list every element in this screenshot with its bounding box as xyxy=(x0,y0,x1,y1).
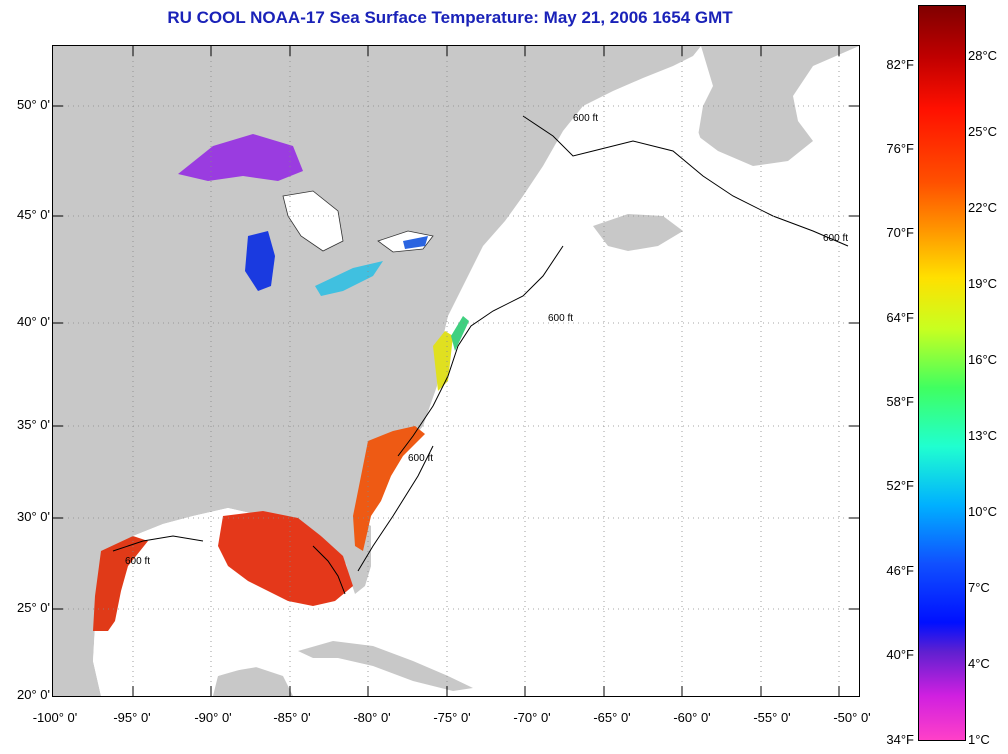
colorbar-f-label: 58°F xyxy=(886,394,914,409)
western-gulf-sst xyxy=(93,536,148,631)
colorbar-f-label: 82°F xyxy=(886,57,914,72)
colorbar-f-label: 40°F xyxy=(886,647,914,662)
lon-label: -55° 0' xyxy=(753,710,791,725)
lon-label: -80° 0' xyxy=(353,710,391,725)
colorbar-f-label: 46°F xyxy=(886,563,914,578)
colorbar-c-label: 10°C xyxy=(968,504,998,519)
land-north-america xyxy=(53,46,701,696)
lon-label: -100° 0' xyxy=(32,710,78,725)
nj-coast-sst xyxy=(451,316,469,351)
map-title: RU COOL NOAA-17 Sea Surface Temperature:… xyxy=(167,8,733,27)
colorbar-c-label: 16°C xyxy=(968,352,998,367)
lon-label: -60° 0' xyxy=(673,710,711,725)
lat-label: 40° 0' xyxy=(17,314,50,329)
shelf-contour xyxy=(112,115,849,595)
lat-label: 50° 0' xyxy=(17,97,50,112)
lake-huron xyxy=(282,190,344,252)
contour-label: 600 ft xyxy=(573,113,598,124)
contour-label: 600 ft xyxy=(408,453,433,464)
map-ticks xyxy=(53,46,859,696)
lon-label: -75° 0' xyxy=(433,710,471,725)
contour-label: 600 ft xyxy=(125,556,150,567)
sst-map: 600 ft 600 ft 600 ft 600 ft 600 ft xyxy=(52,45,860,697)
colorbar-c-label: 22°C xyxy=(968,200,998,215)
contour-label: 600 ft xyxy=(823,233,848,244)
colorbar-gradient xyxy=(919,6,965,740)
colorbar-c-label: 1°C xyxy=(968,732,990,747)
lat-label: 30° 0' xyxy=(17,509,50,524)
colorbar-c-label: 13°C xyxy=(968,428,998,443)
land-cuba xyxy=(298,641,473,691)
lake-erie xyxy=(315,261,383,296)
colorbar-f-label: 64°F xyxy=(886,310,914,325)
lat-label: 45° 0' xyxy=(17,207,50,222)
colorbar-f-label: 34°F xyxy=(886,732,914,747)
colorbar-f-label: 76°F xyxy=(886,141,914,156)
eastern-gulf-sst xyxy=(218,511,353,606)
colorbar-c-label: 19°C xyxy=(968,276,998,291)
lat-label: 35° 0' xyxy=(17,417,50,432)
lat-label: 25° 0' xyxy=(17,600,50,615)
colorbar-c-label: 28°C xyxy=(968,48,998,63)
contour-label: 600 ft xyxy=(548,313,573,324)
colorbar-c-label: 4°C xyxy=(968,656,990,671)
colorbar-c-label: 25°C xyxy=(968,124,998,139)
lon-label: -50° 0' xyxy=(833,710,871,725)
lon-label: -85° 0' xyxy=(273,710,311,725)
south-atlantic-sst xyxy=(353,426,425,551)
graticule xyxy=(53,46,859,696)
gulf-st-lawrence xyxy=(583,106,703,206)
lon-label: -65° 0' xyxy=(593,710,631,725)
lake-ontario-sst xyxy=(403,236,428,249)
lon-label: -90° 0' xyxy=(194,710,232,725)
lon-label: -70° 0' xyxy=(513,710,551,725)
temperature-colorbar xyxy=(918,5,966,741)
lake-michigan xyxy=(245,231,275,291)
map-canvas: 600 ft 600 ft 600 ft 600 ft 600 ft xyxy=(53,46,859,696)
lat-label: 20° 0' xyxy=(17,687,50,702)
lon-label: -95° 0' xyxy=(113,710,151,725)
land-nova-scotia xyxy=(593,214,683,251)
land-yucatan xyxy=(213,666,293,696)
colorbar-f-label: 70°F xyxy=(886,225,914,240)
colorbar-f-label: 52°F xyxy=(886,478,914,493)
colorbar-c-label: 7°C xyxy=(968,580,990,595)
lake-superior xyxy=(178,134,303,181)
